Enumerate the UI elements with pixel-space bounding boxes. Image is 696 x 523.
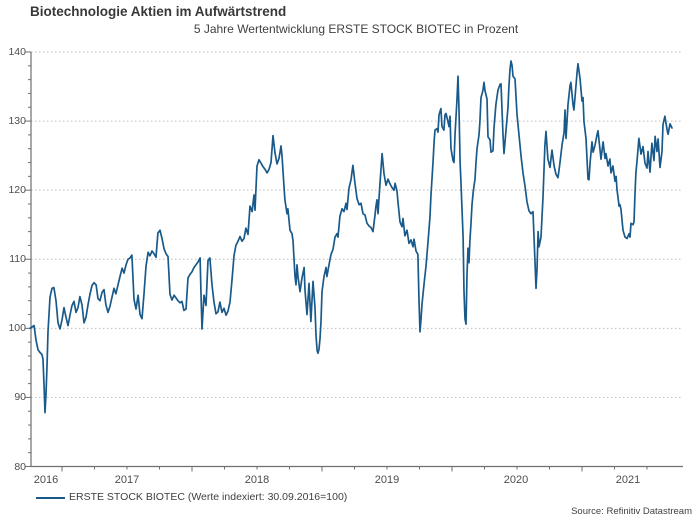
y-axis-tick-label-110: 110 <box>9 253 26 266</box>
series-line-erste-stock-biotec <box>29 60 673 414</box>
x-axis-tick-label-2021: 2021 <box>615 473 641 486</box>
chart-title: Biotechnologie Aktien im Aufwärtstrend <box>30 4 287 19</box>
y-axis-tick-label-140: 140 <box>8 46 26 58</box>
x-axis-tick-label-2019: 2019 <box>374 473 400 486</box>
source-label: Source: Refinitiv Datastream <box>571 506 692 517</box>
y-axis-tick-label-90: 90 <box>14 391 26 404</box>
x-axis-tick-label-2016: 2016 <box>33 473 59 486</box>
y-axis-tick-label-120: 120 <box>8 184 26 197</box>
y-axis-tick-label-100: 100 <box>8 322 26 335</box>
legend-line-sample <box>36 497 65 499</box>
x-axis-tick-label-2017: 2017 <box>114 473 140 486</box>
y-axis-tick-label-80: 80 <box>14 460 26 473</box>
x-axis-tick-label-2018: 2018 <box>244 473 270 486</box>
y-axis-tick-label-130: 130 <box>8 115 26 128</box>
chart-subtitle: 5 Jahre Wertentwicklung ERSTE STOCK BIOT… <box>193 22 519 36</box>
legend-label: ERSTE STOCK BIOTEC (Werte indexiert: 30.… <box>69 491 348 503</box>
x-axis-tick-label-2020: 2020 <box>503 473 529 486</box>
